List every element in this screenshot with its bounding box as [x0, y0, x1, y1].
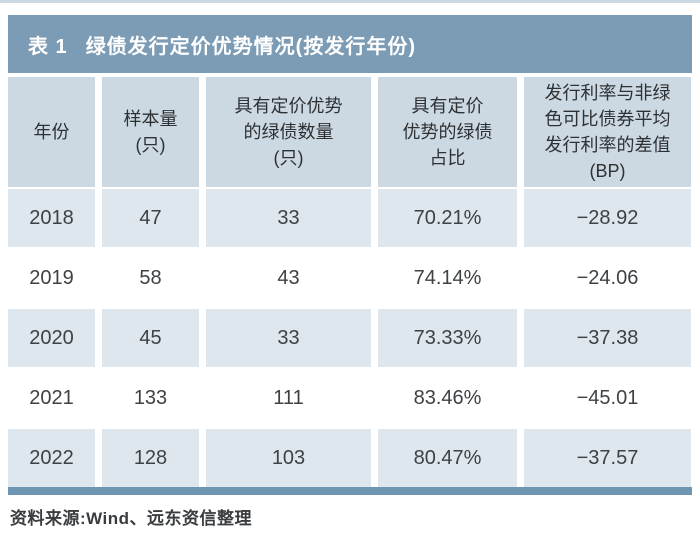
cell-advantage-count: 111: [206, 369, 371, 427]
cell-advantage-count: 103: [206, 429, 371, 487]
column-header-rate-spread: 发行利率与非绿 色可比债券平均 发行利率的差值 (BP): [524, 77, 691, 187]
cell-rate-spread: −37.57: [524, 429, 691, 487]
top-divider: [0, 0, 700, 3]
table-title-bar: 表 1 绿债发行定价优势情况(按发行年份): [8, 15, 692, 73]
cell-year: 2020: [8, 309, 95, 367]
cell-year: 2018: [8, 189, 95, 247]
cell-year: 2019: [8, 249, 95, 307]
cell-advantage-ratio: 74.14%: [378, 249, 517, 307]
cell-rate-spread: −37.38: [524, 309, 691, 367]
data-table: 年份 样本量 (只) 具有定价优势 的绿债数量 (只) 具有定价 优势的绿债 占…: [8, 77, 692, 487]
cell-advantage-count: 33: [206, 309, 371, 367]
cell-sample-size: 128: [102, 429, 199, 487]
table-number-label: 表 1: [28, 35, 68, 58]
column-header-advantage-count: 具有定价优势 的绿债数量 (只): [206, 77, 371, 187]
cell-advantage-count: 43: [206, 249, 371, 307]
cell-sample-size: 58: [102, 249, 199, 307]
cell-sample-size: 45: [102, 309, 199, 367]
cell-sample-size: 133: [102, 369, 199, 427]
cell-year: 2022: [8, 429, 95, 487]
table-title-text: 绿债发行定价优势情况(按发行年份): [85, 35, 417, 58]
table-bottom-border: [8, 487, 692, 495]
source-note: 资料来源:Wind、远东资信整理: [10, 509, 253, 528]
cell-sample-size: 47: [102, 189, 199, 247]
cell-rate-spread: −28.92: [524, 189, 691, 247]
cell-rate-spread: −24.06: [524, 249, 691, 307]
cell-year: 2021: [8, 369, 95, 427]
column-header-year: 年份: [8, 77, 95, 187]
cell-advantage-ratio: 83.46%: [378, 369, 517, 427]
cell-advantage-count: 33: [206, 189, 371, 247]
column-header-sample-size: 样本量 (只): [102, 77, 199, 187]
table-figure: 表 1 绿债发行定价优势情况(按发行年份) 年份 样本量 (只) 具有定价优势 …: [8, 15, 692, 529]
cell-advantage-ratio: 73.33%: [378, 309, 517, 367]
cell-advantage-ratio: 70.21%: [378, 189, 517, 247]
cell-advantage-ratio: 80.47%: [378, 429, 517, 487]
cell-rate-spread: −45.01: [524, 369, 691, 427]
column-header-advantage-ratio: 具有定价 优势的绿债 占比: [378, 77, 517, 187]
